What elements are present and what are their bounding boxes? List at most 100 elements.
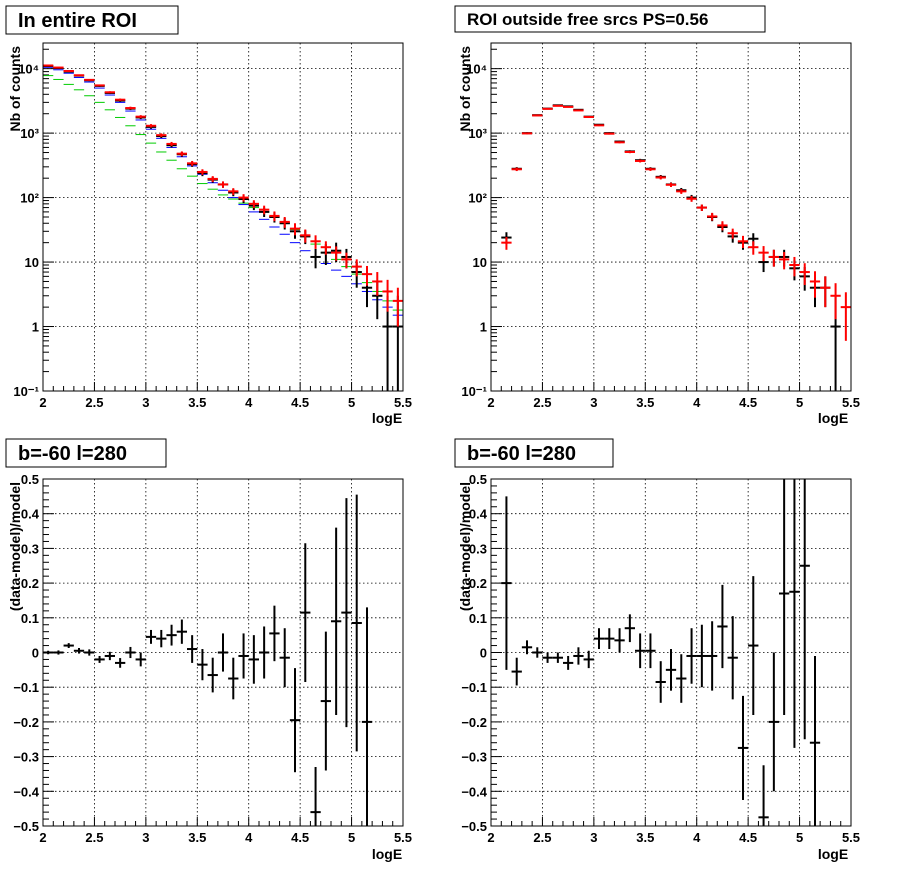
data-point [63,643,74,648]
data-point [238,633,249,679]
data-point [84,649,95,656]
data-point [604,628,615,650]
data-point [125,106,136,110]
data-point [238,194,249,202]
data-point [521,132,533,135]
data-point [156,629,167,648]
x-axis-title: logE [818,410,848,426]
data-point [331,246,342,261]
x-tick-label: 5.5 [842,830,860,845]
data-point [645,167,656,171]
data-point [737,695,749,800]
x-tick-label: 5 [796,395,803,410]
data-point [94,84,105,87]
x-axis-title: logE [818,846,848,862]
data-point [799,263,810,286]
data-point [748,576,759,715]
data-point [63,69,74,72]
data-point [501,496,512,670]
data-point [73,647,85,654]
data-point [207,176,218,182]
data-point [43,650,54,655]
x-tick-label: 4 [245,830,253,845]
data-point [563,655,574,670]
data-point [310,235,321,249]
y-tick-label: 0.5 [469,472,487,487]
y-tick-label: 0.4 [469,507,488,522]
plot-frame [490,478,852,827]
data-point [104,91,115,94]
data-point [820,276,831,308]
data-point [830,283,841,320]
data-point [279,628,290,688]
data-point [552,104,563,107]
y-axis-title: Nb of counts [457,46,473,132]
y-tick-label: −0.4 [13,784,39,799]
y-tick-label: 10² [20,191,39,206]
data-point [809,271,821,298]
data-point [145,629,157,644]
y-tick-label: −0.5 [13,819,39,834]
data-point [768,652,779,792]
y-tick-label: 0.5 [21,472,39,487]
x-tick-label: 3 [142,395,149,410]
data-point [289,223,301,236]
data-point [758,765,769,826]
y-tick-label: −0.2 [461,715,487,730]
x-tick-label: 2 [487,395,494,410]
series-1 [501,479,821,826]
data-point [217,633,229,672]
x-tick-label: 5 [348,830,355,845]
x-axis-title: logE [372,846,402,862]
data-point [604,132,615,135]
y-tick-label: 0.3 [469,541,487,556]
y-tick-label: −0.4 [461,784,487,799]
x-tick-label: 2 [39,395,46,410]
y-tick-label: 10⁴ [18,62,39,77]
data-point [351,259,362,277]
data-point [320,631,331,771]
y-tick-label: −0.3 [13,750,39,765]
data-point [717,221,728,231]
data-point [156,133,167,138]
plot-frame [490,42,852,392]
x-tick-label: 3.5 [188,395,206,410]
data-point [197,169,208,175]
y-tick-label: −0.3 [461,750,487,765]
data-point [73,74,85,77]
data-point [686,628,697,684]
data-point [614,628,625,653]
y-tick-label: −0.5 [461,819,487,834]
data-point [331,527,342,715]
data-point [125,646,136,659]
y-tick-label: 0.3 [21,541,39,556]
data-point [758,246,769,262]
y-tick-label: −0.1 [461,680,487,695]
data-point [686,195,697,202]
data-point [197,649,208,681]
chart-title: ROI outside free srcs PS=0.56 [467,10,708,29]
data-point [289,668,301,773]
y-tick-label: 10⁴ [466,62,487,77]
y-axis-title: (data-model)/model [457,482,473,611]
title-box [454,438,614,468]
data-point [521,640,533,655]
data-point [300,229,311,243]
data-point [310,767,321,826]
data-point [361,607,373,826]
data-point [748,241,759,255]
chart-title: b=-60 l=280 [18,443,127,465]
data-point [351,494,362,752]
data-point [300,543,311,682]
x-tick-label: 4.5 [739,830,757,845]
data-point [768,249,779,267]
data-point [583,650,594,669]
y-tick-label: 10⁻¹ [461,384,487,399]
data-point [665,649,677,691]
y-tick-label: 1 [480,320,487,335]
y-axis-title: (data-model)/model [7,482,23,611]
x-tick-label: 4 [693,395,701,410]
title-box [454,5,766,33]
y-tick-label: 0 [480,646,487,661]
y-tick-label: 10³ [20,126,39,141]
